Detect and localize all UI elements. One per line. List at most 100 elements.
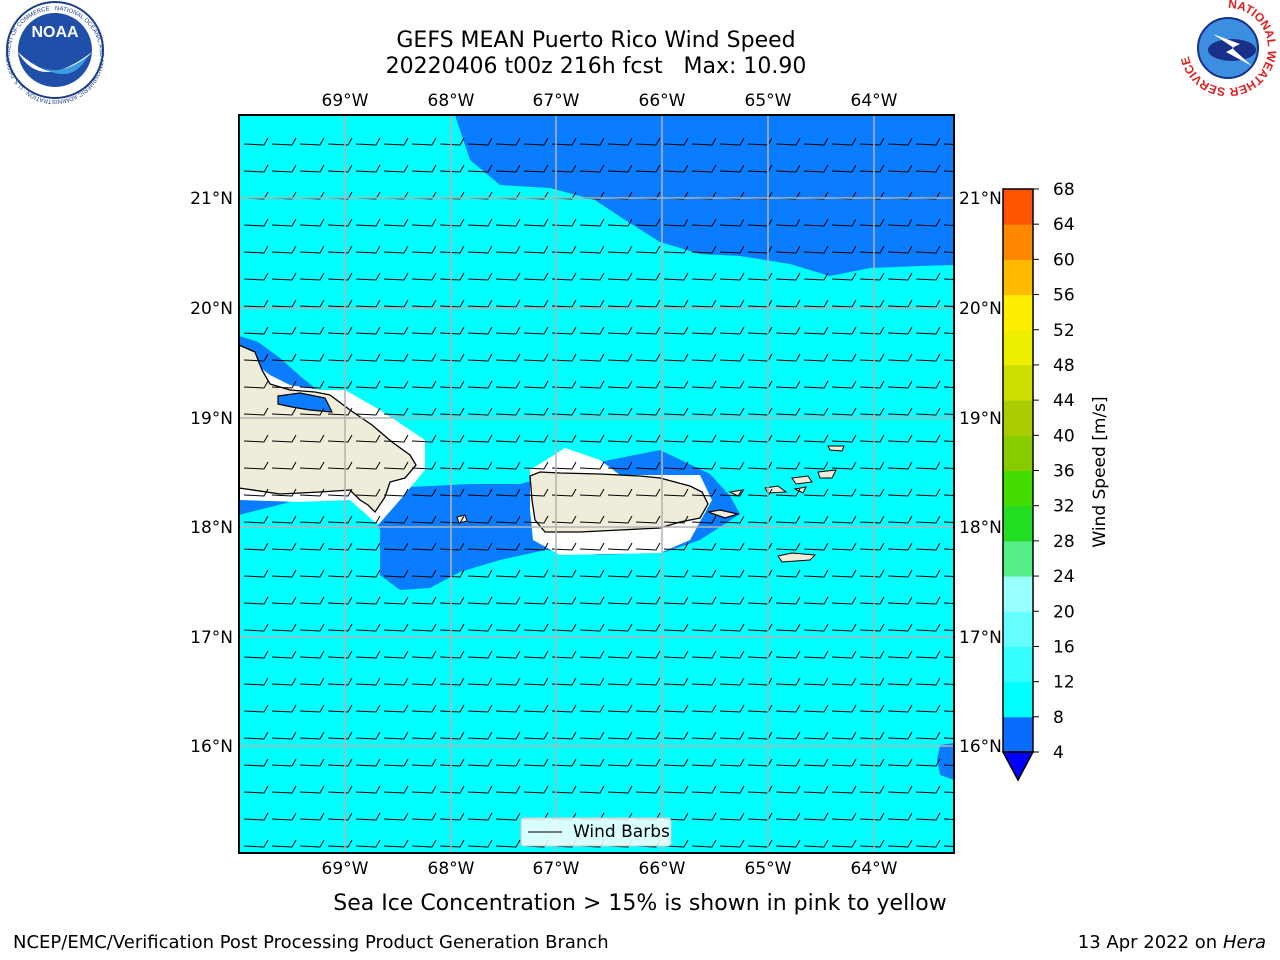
puerto-rico-land xyxy=(529,471,709,533)
wind-barb xyxy=(635,407,661,416)
wind-barb xyxy=(523,650,549,659)
wind-barb xyxy=(579,434,605,443)
lat-label-left: 16°N xyxy=(190,737,233,757)
wind-barb xyxy=(579,488,605,497)
wind-barb xyxy=(271,758,297,767)
wind-barb xyxy=(299,731,325,740)
wind-barb xyxy=(691,515,717,524)
wind-barb xyxy=(355,704,381,713)
wind-barb xyxy=(635,272,661,281)
wind-barb xyxy=(467,569,493,578)
wind-barb xyxy=(915,677,941,686)
wind-barb xyxy=(663,299,689,308)
wind-barb xyxy=(803,812,829,821)
colorbar-tick-label: 56 xyxy=(1053,286,1075,306)
wind-barb xyxy=(915,353,941,362)
wind-barb xyxy=(719,704,745,713)
wind-barb xyxy=(943,737,954,740)
wind-barb xyxy=(803,272,829,281)
wind-barb xyxy=(887,704,913,713)
wind-barb xyxy=(383,704,409,713)
wind-barb xyxy=(943,845,954,848)
wind-barb xyxy=(607,164,633,173)
wind-barb xyxy=(663,785,689,794)
wind-barb xyxy=(523,758,549,767)
wind-barb xyxy=(355,677,381,686)
wind-barb xyxy=(383,569,409,578)
wind-barb xyxy=(915,596,941,605)
wind-barb xyxy=(607,542,633,551)
wind-barb xyxy=(775,677,801,686)
wind-barb xyxy=(523,353,549,362)
wind-barb xyxy=(271,137,297,146)
wind-barb xyxy=(607,569,633,578)
colorbar-tick-label: 32 xyxy=(1053,497,1075,517)
wind-barb xyxy=(355,299,381,308)
wind-barb xyxy=(579,785,605,794)
wind-barb xyxy=(887,569,913,578)
wind-barb xyxy=(243,650,269,659)
wind-barb xyxy=(327,677,353,686)
wind-barb xyxy=(523,704,549,713)
wind-barb xyxy=(663,218,689,227)
wind-barb xyxy=(467,650,493,659)
wind-barb xyxy=(299,515,325,524)
wind-barb xyxy=(915,461,941,470)
wind-barb xyxy=(859,542,885,551)
wind-barb xyxy=(775,137,801,146)
wind-barb xyxy=(271,488,297,497)
wind-barb xyxy=(243,353,269,362)
wind-barb xyxy=(831,677,857,686)
wind-barb xyxy=(467,137,493,146)
wind-barb xyxy=(327,569,353,578)
wind-barb xyxy=(831,326,857,335)
vieques-land xyxy=(707,509,741,519)
wind-barb xyxy=(775,839,801,848)
wind-barb xyxy=(523,488,549,497)
wind-barb xyxy=(243,218,269,227)
wind-barb xyxy=(803,596,829,605)
colorbar-tick-label: 20 xyxy=(1053,602,1075,622)
wind-barb xyxy=(271,353,297,362)
wind-barb xyxy=(915,164,941,173)
wind-barb xyxy=(775,731,801,740)
wind-barb xyxy=(663,245,689,254)
wind-barb xyxy=(803,434,829,443)
wind-barb xyxy=(551,542,577,551)
wind-barb xyxy=(523,326,549,335)
wind-barb xyxy=(467,380,493,389)
nws-logo: NATIONAL WEATHER SERVICE xyxy=(1178,0,1279,99)
wind-barb xyxy=(383,731,409,740)
wind-barb xyxy=(327,272,353,281)
wind-barb xyxy=(859,245,885,254)
wind-barb xyxy=(327,461,353,470)
wind-barb xyxy=(887,434,913,443)
wind-barb xyxy=(915,704,941,713)
wind-barb xyxy=(439,218,465,227)
wind-barb xyxy=(887,218,913,227)
wind-barb xyxy=(775,299,801,308)
wind-barb xyxy=(663,515,689,524)
wind-barb xyxy=(831,164,857,173)
wind-barb xyxy=(607,758,633,767)
wind-barb xyxy=(271,839,297,848)
wind-barb xyxy=(327,542,353,551)
wind-barb xyxy=(495,434,521,443)
wind-barb xyxy=(607,245,633,254)
wind-barb xyxy=(299,569,325,578)
wind-barb xyxy=(915,434,941,443)
wind-barb xyxy=(719,272,745,281)
wind-barb xyxy=(495,137,521,146)
wind-barb xyxy=(467,461,493,470)
wind-barb xyxy=(691,137,717,146)
wind-barb xyxy=(411,839,437,848)
wind-barb xyxy=(887,488,913,497)
wind-barb xyxy=(607,650,633,659)
wind-barb xyxy=(355,137,381,146)
wind-barb xyxy=(831,758,857,767)
wind-barb xyxy=(859,704,885,713)
wind-barb xyxy=(383,380,409,389)
wind-barb xyxy=(439,245,465,254)
wind-barb xyxy=(411,380,437,389)
wind-barb xyxy=(523,164,549,173)
